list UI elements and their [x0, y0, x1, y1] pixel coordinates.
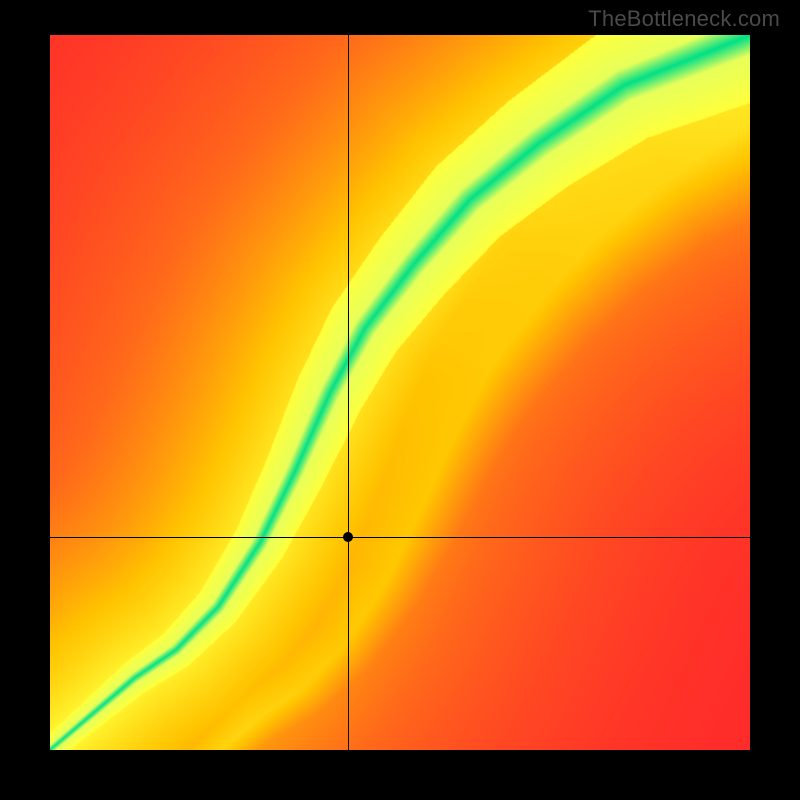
- crosshair-horizontal: [50, 537, 750, 538]
- heatmap-plot: [50, 35, 750, 750]
- watermark-text: TheBottleneck.com: [588, 6, 780, 32]
- marker-point: [343, 532, 353, 542]
- crosshair-vertical: [348, 35, 349, 750]
- heatmap-canvas: [50, 35, 750, 750]
- chart-container: TheBottleneck.com: [0, 0, 800, 800]
